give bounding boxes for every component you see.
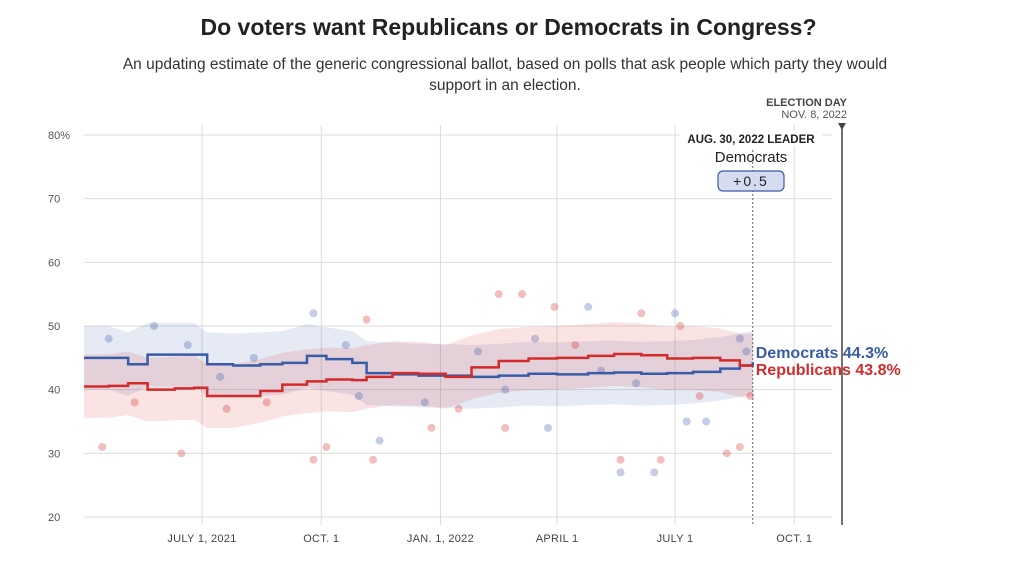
poll-point xyxy=(98,442,107,451)
x-tick-label: APRIL 1 xyxy=(536,533,579,545)
series-end-label-republicans: Republicans 43.8% xyxy=(756,362,901,379)
poll-point xyxy=(650,468,659,477)
x-tick-label: JULY 1 xyxy=(657,533,694,545)
poll-point xyxy=(584,302,593,311)
poll-point xyxy=(427,423,436,432)
x-tick-label: JULY 1, 2021 xyxy=(167,533,236,545)
poll-point xyxy=(222,404,231,413)
uncertainty-band-democrats xyxy=(84,322,753,409)
poll-point xyxy=(309,455,318,464)
poll-point xyxy=(550,302,559,311)
election-day-date: NOV. 8, 2022 xyxy=(781,109,847,121)
poll-point xyxy=(262,398,271,407)
poll-point xyxy=(735,442,744,451)
poll-point xyxy=(518,290,527,299)
poll-point xyxy=(375,436,384,445)
poll-point xyxy=(544,423,553,432)
poll-point xyxy=(722,449,731,458)
poll-point xyxy=(183,341,192,350)
y-tick-label: 80% xyxy=(48,130,70,142)
poll-point xyxy=(632,379,641,388)
poll-point xyxy=(362,315,371,324)
chart-title: Do voters want Republicans or Democrats … xyxy=(200,14,817,40)
y-tick-label: 20 xyxy=(48,512,60,524)
series-line-republicans xyxy=(84,352,753,398)
poll-point xyxy=(746,392,755,401)
poll-point xyxy=(494,290,503,299)
poll-point xyxy=(637,309,646,318)
poll-point xyxy=(702,417,711,426)
poll-point xyxy=(249,353,258,362)
y-tick-label: 60 xyxy=(48,257,60,269)
x-tick-label: OCT. 1 xyxy=(776,533,812,545)
poll-point xyxy=(676,322,685,330)
poll-point xyxy=(571,341,580,350)
poll-point xyxy=(735,334,744,343)
poll-point xyxy=(501,385,510,394)
chart-subtitle: An updating estimate of the generic cong… xyxy=(122,56,888,94)
poll-point xyxy=(695,392,704,401)
poll-point xyxy=(531,334,540,343)
y-tick-label: 50 xyxy=(48,321,60,333)
leader-party: Democrats xyxy=(715,149,788,166)
poll-point xyxy=(742,347,751,356)
leader-margin: +0.5 xyxy=(733,173,769,189)
leader-margin-badge xyxy=(717,170,785,192)
poll-point xyxy=(322,442,331,451)
x-tick-label: OCT. 1 xyxy=(303,533,339,545)
poll-point xyxy=(474,347,483,356)
poll-point xyxy=(341,341,350,350)
poll-point xyxy=(671,309,679,318)
leader-label: AUG. 30, 2022 LEADER xyxy=(687,134,815,146)
poll-point xyxy=(369,455,378,464)
series-end-label-democrats: Democrats 44.3% xyxy=(756,345,889,362)
y-tick-label: 30 xyxy=(48,448,60,460)
y-tick-label: 70 xyxy=(48,194,60,206)
election-day-label: ELECTION DAY xyxy=(766,97,848,109)
poll-point xyxy=(616,455,625,464)
poll-point xyxy=(354,392,363,401)
poll-point xyxy=(656,455,665,464)
y-tick-label: 40 xyxy=(48,385,60,397)
x-tick-label: JAN. 1, 2022 xyxy=(407,533,474,545)
poll-point xyxy=(454,404,463,413)
poll-point xyxy=(150,322,159,330)
poll-point xyxy=(177,449,186,458)
election-day-marker-icon xyxy=(838,123,846,130)
poll-point xyxy=(216,372,225,381)
poll-point xyxy=(104,334,113,343)
poll-point xyxy=(130,398,139,407)
poll-point xyxy=(501,423,510,432)
poll-point xyxy=(682,417,691,426)
poll-point xyxy=(420,398,429,407)
poll-point xyxy=(616,468,625,477)
poll-point xyxy=(309,309,318,318)
